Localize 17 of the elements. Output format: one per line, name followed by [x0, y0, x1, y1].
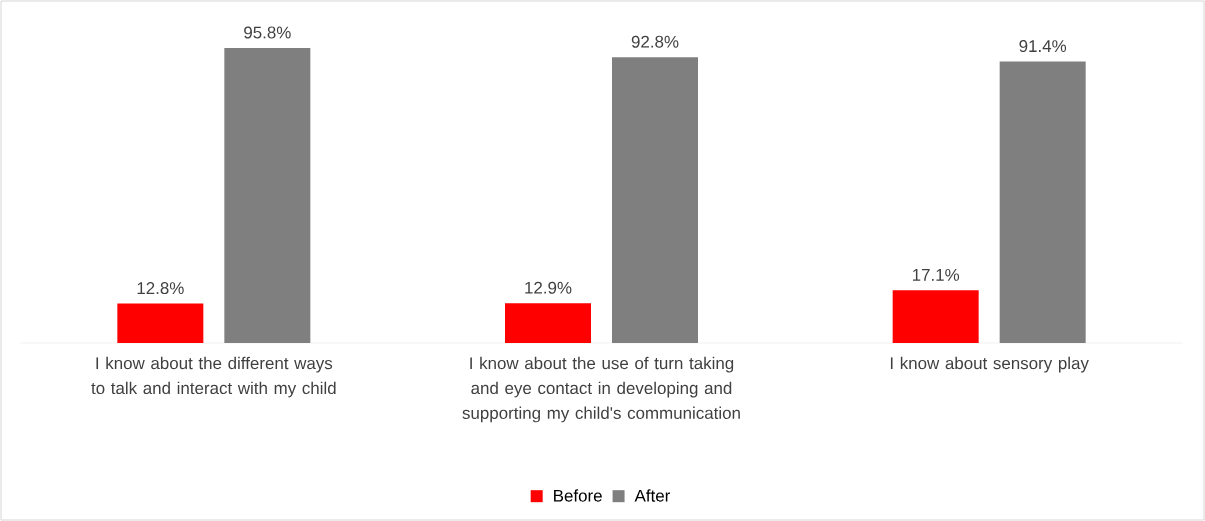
bar — [612, 57, 698, 343]
legend-label: Before — [554, 489, 602, 502]
data-label: 92.8% — [631, 35, 679, 48]
bar — [117, 303, 204, 343]
data-label: 95.8% — [244, 26, 291, 39]
bar — [224, 48, 311, 343]
data-label: 12.8% — [137, 282, 184, 295]
data-label: 91.4% — [1019, 40, 1067, 53]
x-tick-label: I know about the different ways to talk and interact with my child — [91, 356, 336, 398]
x-tick-label: I know about the use of turn taking and eye contact in developing and supporting my child's communication — [462, 356, 740, 423]
legend-label: After — [634, 489, 671, 502]
data-label: 12.9% — [525, 281, 572, 294]
data-label: 17.1% — [912, 268, 960, 281]
bar — [505, 303, 591, 343]
x-tick-label: I know about sensory play — [890, 356, 1089, 373]
bar — [999, 61, 1086, 343]
bar — [892, 290, 979, 343]
